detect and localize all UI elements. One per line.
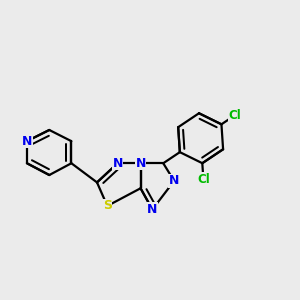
Text: Cl: Cl [229,109,241,122]
Text: S: S [103,200,112,212]
Text: N: N [169,174,179,188]
Text: N: N [22,135,32,148]
Text: Cl: Cl [197,173,210,186]
Text: N: N [147,203,158,216]
Text: N: N [112,157,123,170]
Text: N: N [135,157,146,170]
